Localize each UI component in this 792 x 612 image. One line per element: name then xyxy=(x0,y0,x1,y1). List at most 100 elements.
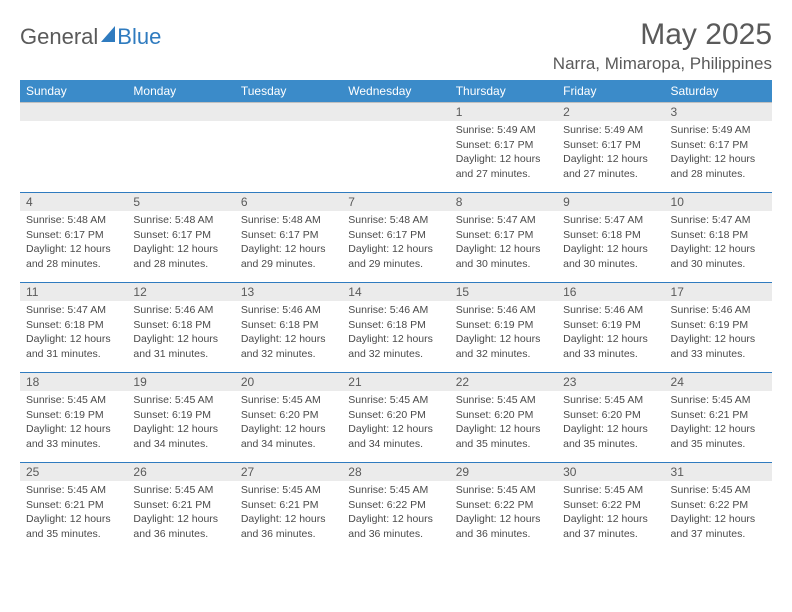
day-number xyxy=(342,103,449,121)
sunset-line: Sunset: 6:18 PM xyxy=(26,318,121,333)
calendar-day-cell: 20Sunrise: 5:45 AMSunset: 6:20 PMDayligh… xyxy=(235,373,342,463)
weekday-header: Friday xyxy=(557,80,664,103)
sunrise-line: Sunrise: 5:45 AM xyxy=(348,483,443,498)
day-info: Sunrise: 5:45 AMSunset: 6:22 PMDaylight:… xyxy=(450,481,557,546)
daylight-line: Daylight: 12 hours and 32 minutes. xyxy=(241,332,336,361)
day-info: Sunrise: 5:45 AMSunset: 6:20 PMDaylight:… xyxy=(557,391,664,456)
daylight-line: Daylight: 12 hours and 36 minutes. xyxy=(133,512,228,541)
daylight-line: Daylight: 12 hours and 32 minutes. xyxy=(456,332,551,361)
calendar-day-cell: 9Sunrise: 5:47 AMSunset: 6:18 PMDaylight… xyxy=(557,193,664,283)
day-info: Sunrise: 5:45 AMSunset: 6:22 PMDaylight:… xyxy=(665,481,772,546)
calendar-week-row: 18Sunrise: 5:45 AMSunset: 6:19 PMDayligh… xyxy=(20,373,772,463)
sunset-line: Sunset: 6:18 PM xyxy=(241,318,336,333)
daylight-line: Daylight: 12 hours and 31 minutes. xyxy=(26,332,121,361)
weekday-header: Monday xyxy=(127,80,234,103)
daylight-line: Daylight: 12 hours and 28 minutes. xyxy=(26,242,121,271)
day-info: Sunrise: 5:45 AMSunset: 6:22 PMDaylight:… xyxy=(557,481,664,546)
calendar-day-cell: 31Sunrise: 5:45 AMSunset: 6:22 PMDayligh… xyxy=(665,463,772,553)
calendar-day-cell: 6Sunrise: 5:48 AMSunset: 6:17 PMDaylight… xyxy=(235,193,342,283)
sunrise-line: Sunrise: 5:48 AM xyxy=(348,213,443,228)
day-info: Sunrise: 5:48 AMSunset: 6:17 PMDaylight:… xyxy=(235,211,342,276)
daylight-line: Daylight: 12 hours and 35 minutes. xyxy=(563,422,658,451)
day-info: Sunrise: 5:46 AMSunset: 6:18 PMDaylight:… xyxy=(235,301,342,366)
day-info: Sunrise: 5:45 AMSunset: 6:21 PMDaylight:… xyxy=(20,481,127,546)
sunset-line: Sunset: 6:17 PM xyxy=(133,228,228,243)
logo-triangle-icon xyxy=(101,26,115,42)
calendar-day-cell: 1Sunrise: 5:49 AMSunset: 6:17 PMDaylight… xyxy=(450,103,557,193)
sunset-line: Sunset: 6:21 PM xyxy=(671,408,766,423)
daylight-line: Daylight: 12 hours and 30 minutes. xyxy=(563,242,658,271)
calendar-day-cell: 5Sunrise: 5:48 AMSunset: 6:17 PMDaylight… xyxy=(127,193,234,283)
sunset-line: Sunset: 6:20 PM xyxy=(241,408,336,423)
calendar-day-cell: 19Sunrise: 5:45 AMSunset: 6:19 PMDayligh… xyxy=(127,373,234,463)
sunset-line: Sunset: 6:21 PM xyxy=(26,498,121,513)
day-info: Sunrise: 5:49 AMSunset: 6:17 PMDaylight:… xyxy=(450,121,557,186)
weekday-header: Thursday xyxy=(450,80,557,103)
sunrise-line: Sunrise: 5:49 AM xyxy=(456,123,551,138)
day-number: 4 xyxy=(20,193,127,211)
sunrise-line: Sunrise: 5:45 AM xyxy=(456,483,551,498)
day-info: Sunrise: 5:46 AMSunset: 6:19 PMDaylight:… xyxy=(665,301,772,366)
day-info: Sunrise: 5:49 AMSunset: 6:17 PMDaylight:… xyxy=(665,121,772,186)
daylight-line: Daylight: 12 hours and 31 minutes. xyxy=(133,332,228,361)
daylight-line: Daylight: 12 hours and 36 minutes. xyxy=(241,512,336,541)
calendar-week-row: 1Sunrise: 5:49 AMSunset: 6:17 PMDaylight… xyxy=(20,103,772,193)
calendar-day-cell xyxy=(342,103,449,193)
daylight-line: Daylight: 12 hours and 30 minutes. xyxy=(456,242,551,271)
calendar-body: 1Sunrise: 5:49 AMSunset: 6:17 PMDaylight… xyxy=(20,103,772,553)
calendar-day-cell xyxy=(127,103,234,193)
daylight-line: Daylight: 12 hours and 28 minutes. xyxy=(133,242,228,271)
sunset-line: Sunset: 6:17 PM xyxy=(563,138,658,153)
daylight-line: Daylight: 12 hours and 37 minutes. xyxy=(563,512,658,541)
sunset-line: Sunset: 6:22 PM xyxy=(671,498,766,513)
day-info: Sunrise: 5:45 AMSunset: 6:20 PMDaylight:… xyxy=(235,391,342,456)
calendar-week-row: 25Sunrise: 5:45 AMSunset: 6:21 PMDayligh… xyxy=(20,463,772,553)
calendar-day-cell: 24Sunrise: 5:45 AMSunset: 6:21 PMDayligh… xyxy=(665,373,772,463)
sunrise-line: Sunrise: 5:46 AM xyxy=(456,303,551,318)
calendar-day-cell: 4Sunrise: 5:48 AMSunset: 6:17 PMDaylight… xyxy=(20,193,127,283)
calendar-day-cell: 11Sunrise: 5:47 AMSunset: 6:18 PMDayligh… xyxy=(20,283,127,373)
calendar-day-cell: 17Sunrise: 5:46 AMSunset: 6:19 PMDayligh… xyxy=(665,283,772,373)
daylight-line: Daylight: 12 hours and 37 minutes. xyxy=(671,512,766,541)
day-number: 28 xyxy=(342,463,449,481)
day-info: Sunrise: 5:49 AMSunset: 6:17 PMDaylight:… xyxy=(557,121,664,186)
month-title: May 2025 xyxy=(553,18,772,52)
sunset-line: Sunset: 6:17 PM xyxy=(456,228,551,243)
day-number: 22 xyxy=(450,373,557,391)
calendar-day-cell: 16Sunrise: 5:46 AMSunset: 6:19 PMDayligh… xyxy=(557,283,664,373)
calendar-day-cell: 26Sunrise: 5:45 AMSunset: 6:21 PMDayligh… xyxy=(127,463,234,553)
sunrise-line: Sunrise: 5:47 AM xyxy=(563,213,658,228)
daylight-line: Daylight: 12 hours and 27 minutes. xyxy=(456,152,551,181)
sunrise-line: Sunrise: 5:45 AM xyxy=(133,483,228,498)
calendar-day-cell: 30Sunrise: 5:45 AMSunset: 6:22 PMDayligh… xyxy=(557,463,664,553)
day-number: 19 xyxy=(127,373,234,391)
calendar-day-cell: 12Sunrise: 5:46 AMSunset: 6:18 PMDayligh… xyxy=(127,283,234,373)
header-right: May 2025 Narra, Mimaropa, Philippines xyxy=(553,18,772,74)
weekday-header: Sunday xyxy=(20,80,127,103)
day-number xyxy=(235,103,342,121)
day-number: 18 xyxy=(20,373,127,391)
calendar-day-cell: 23Sunrise: 5:45 AMSunset: 6:20 PMDayligh… xyxy=(557,373,664,463)
sunset-line: Sunset: 6:20 PM xyxy=(456,408,551,423)
sunset-line: Sunset: 6:22 PM xyxy=(456,498,551,513)
calendar-day-cell: 2Sunrise: 5:49 AMSunset: 6:17 PMDaylight… xyxy=(557,103,664,193)
day-number: 7 xyxy=(342,193,449,211)
daylight-line: Daylight: 12 hours and 34 minutes. xyxy=(241,422,336,451)
logo: General Blue xyxy=(20,18,161,50)
weekday-row: SundayMondayTuesdayWednesdayThursdayFrid… xyxy=(20,80,772,103)
day-number: 24 xyxy=(665,373,772,391)
day-info: Sunrise: 5:45 AMSunset: 6:21 PMDaylight:… xyxy=(127,481,234,546)
day-number xyxy=(127,103,234,121)
sunset-line: Sunset: 6:17 PM xyxy=(348,228,443,243)
day-info: Sunrise: 5:45 AMSunset: 6:19 PMDaylight:… xyxy=(127,391,234,456)
sunset-line: Sunset: 6:18 PM xyxy=(133,318,228,333)
sunset-line: Sunset: 6:22 PM xyxy=(563,498,658,513)
sunset-line: Sunset: 6:17 PM xyxy=(671,138,766,153)
daylight-line: Daylight: 12 hours and 33 minutes. xyxy=(26,422,121,451)
day-number: 23 xyxy=(557,373,664,391)
calendar-day-cell: 8Sunrise: 5:47 AMSunset: 6:17 PMDaylight… xyxy=(450,193,557,283)
day-number: 3 xyxy=(665,103,772,121)
day-number: 14 xyxy=(342,283,449,301)
logo-text-general: General xyxy=(20,24,98,50)
calendar-day-cell: 25Sunrise: 5:45 AMSunset: 6:21 PMDayligh… xyxy=(20,463,127,553)
